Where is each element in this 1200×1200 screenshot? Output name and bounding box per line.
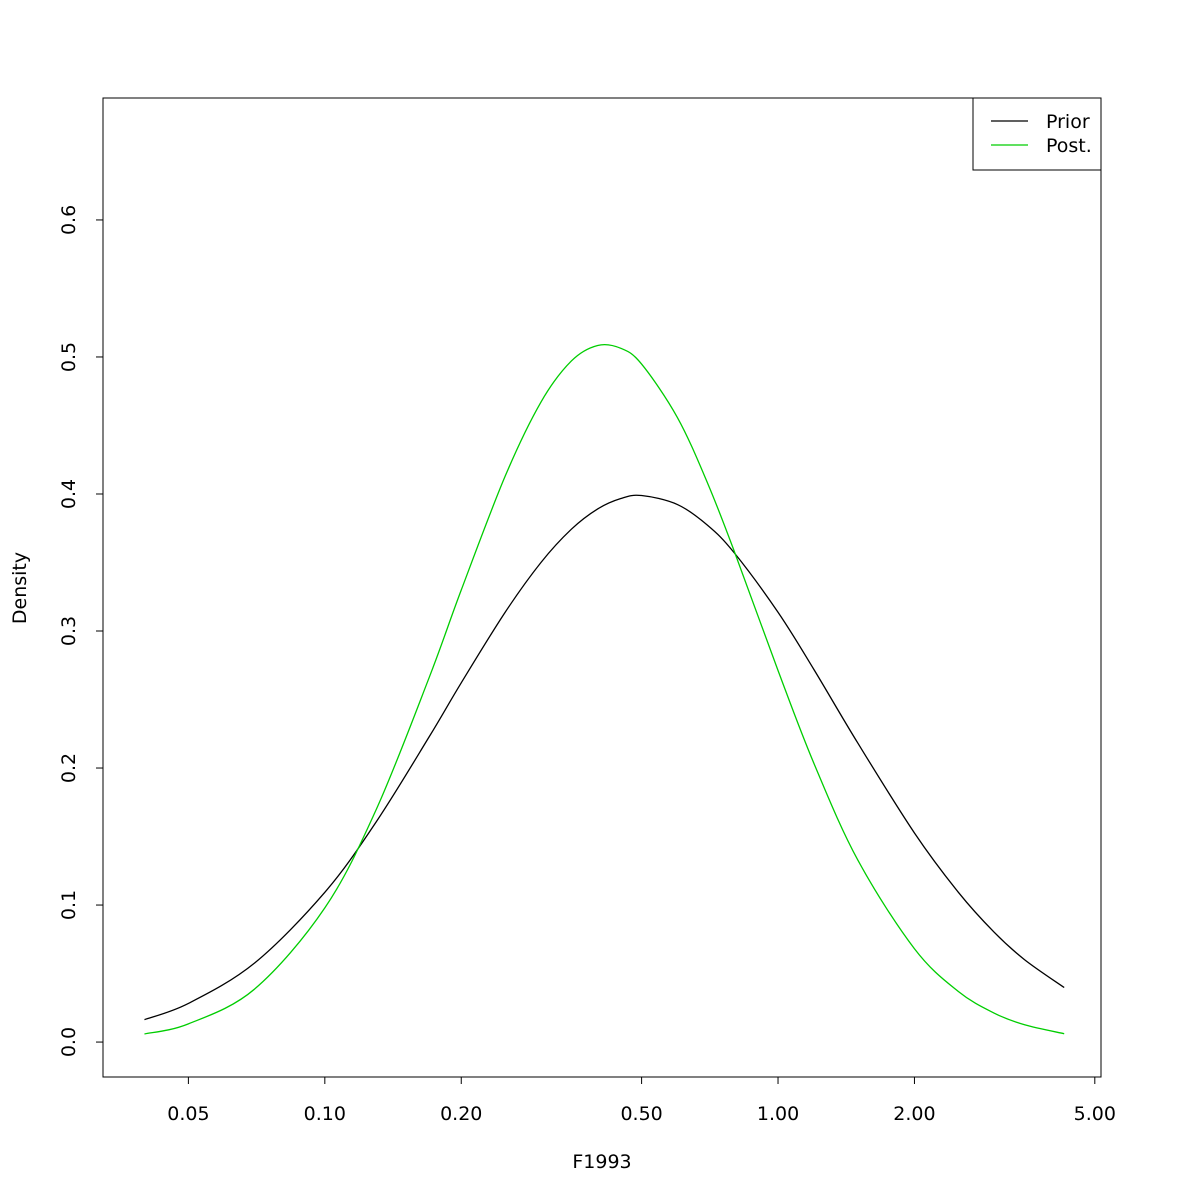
x-tick-label: 0.50: [620, 1103, 662, 1125]
legend-box: [972, 97, 1102, 171]
y-tick-label: 0.6: [58, 205, 80, 235]
y-tick-label: 0.1: [58, 890, 80, 920]
legend-label: Post.: [1046, 135, 1092, 157]
x-tick-label: 0.10: [304, 1103, 346, 1125]
y-tick-label: 0.5: [58, 342, 80, 372]
x-tick-label: 0.20: [440, 1103, 482, 1125]
y-tick-label: 0.2: [58, 753, 80, 783]
x-tick-label: 5.00: [1074, 1103, 1116, 1125]
y-axis-label: Density: [9, 552, 31, 624]
x-tick-label: 0.05: [167, 1103, 209, 1125]
density-line: [144, 343, 1065, 1035]
legend-label: Prior: [1046, 111, 1090, 133]
y-tick-label: 0.4: [58, 479, 80, 509]
x-tick-label: 1.00: [757, 1103, 799, 1125]
x-tick-label: 2.00: [893, 1103, 935, 1125]
y-tick-label: 0.0: [58, 1027, 80, 1057]
x-axis-label: F1993: [572, 1151, 631, 1173]
y-tick-label: 0.3: [58, 616, 80, 646]
plot-frame: [102, 97, 1102, 1078]
density-line: [144, 494, 1065, 1021]
